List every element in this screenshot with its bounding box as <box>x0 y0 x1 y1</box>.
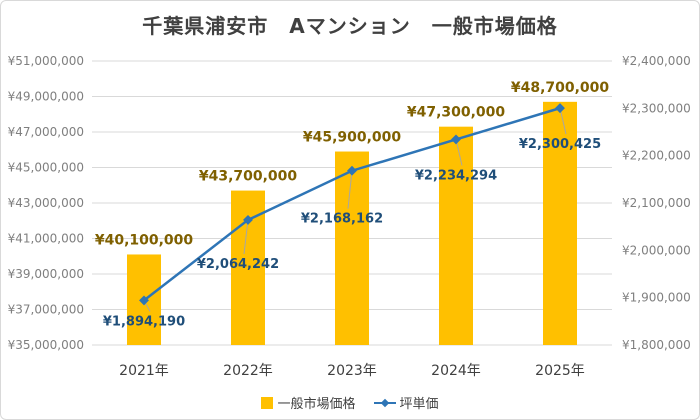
left-axis-tick-label: ¥39,000,000 <box>8 267 84 281</box>
right-axis-tick-label: ¥1,900,000 <box>622 291 691 305</box>
right-axis-tick-label: ¥2,200,000 <box>622 149 691 163</box>
bar <box>543 101 577 345</box>
left-axis-tick-label: ¥47,000,000 <box>8 125 84 139</box>
right-axis-tick-label: ¥2,100,000 <box>622 196 691 210</box>
category-label: 2023年 <box>327 363 377 379</box>
bar-data-label: ¥45,900,000 <box>303 130 402 146</box>
category-label: 2025年 <box>535 363 585 379</box>
right-axis-tick-label: ¥2,000,000 <box>622 243 691 257</box>
line-data-label: ¥2,234,294 <box>415 168 497 183</box>
legend-item-market-price: 一般市場価格 <box>261 393 356 412</box>
category-label: 2024年 <box>431 363 481 379</box>
line-marker <box>555 103 565 114</box>
right-axis-tick-label: ¥2,300,000 <box>622 101 691 115</box>
left-axis-tick-label: ¥49,000,000 <box>8 90 84 104</box>
line-marker <box>347 165 357 176</box>
left-axis-tick-label: ¥45,000,000 <box>8 161 84 175</box>
legend-bar-swatch <box>261 396 274 409</box>
legend-label-market-price: 一般市場価格 <box>277 397 356 412</box>
leader-line <box>243 219 249 254</box>
left-axis-tick-label: ¥35,000,000 <box>8 338 84 352</box>
bar <box>439 126 473 345</box>
line-data-label: ¥1,894,190 <box>103 314 185 329</box>
bar-data-label: ¥40,100,000 <box>95 232 194 248</box>
line-data-label: ¥2,300,425 <box>519 137 601 152</box>
line-marker <box>139 295 149 306</box>
legend-line-swatch <box>373 398 396 407</box>
leader-line <box>347 170 353 209</box>
bar-data-label: ¥47,300,000 <box>407 105 506 121</box>
right-axis-tick-label: ¥1,800,000 <box>622 338 691 352</box>
bar-data-label: ¥43,700,000 <box>199 169 298 185</box>
left-axis-tick-label: ¥43,000,000 <box>8 196 84 210</box>
bar <box>335 151 369 345</box>
line-data-label: ¥2,168,162 <box>301 212 383 227</box>
bar-data-label: ¥48,700,000 <box>511 80 610 96</box>
legend-label-tsubo-price: 坪単価 <box>399 397 439 412</box>
line-marker <box>451 134 461 145</box>
left-axis-tick-label: ¥37,000,000 <box>8 303 84 317</box>
leader-line <box>455 139 463 166</box>
category-label: 2022年 <box>223 363 273 379</box>
legend: 一般市場価格 坪単価 <box>0 393 700 412</box>
right-axis-tick-label: ¥2,400,000 <box>622 54 691 68</box>
left-axis-tick-label: ¥41,000,000 <box>8 232 84 246</box>
line-marker <box>243 214 253 225</box>
chart-title: 千葉県浦安市 Aマンション 一般市場価格 <box>142 14 558 38</box>
category-label: 2021年 <box>119 363 169 379</box>
leader-line <box>559 108 567 135</box>
left-axis-tick-label: ¥51,000,000 <box>8 54 84 68</box>
legend-item-tsubo-price: 坪単価 <box>373 393 439 412</box>
line-data-label: ¥2,064,242 <box>197 257 279 272</box>
